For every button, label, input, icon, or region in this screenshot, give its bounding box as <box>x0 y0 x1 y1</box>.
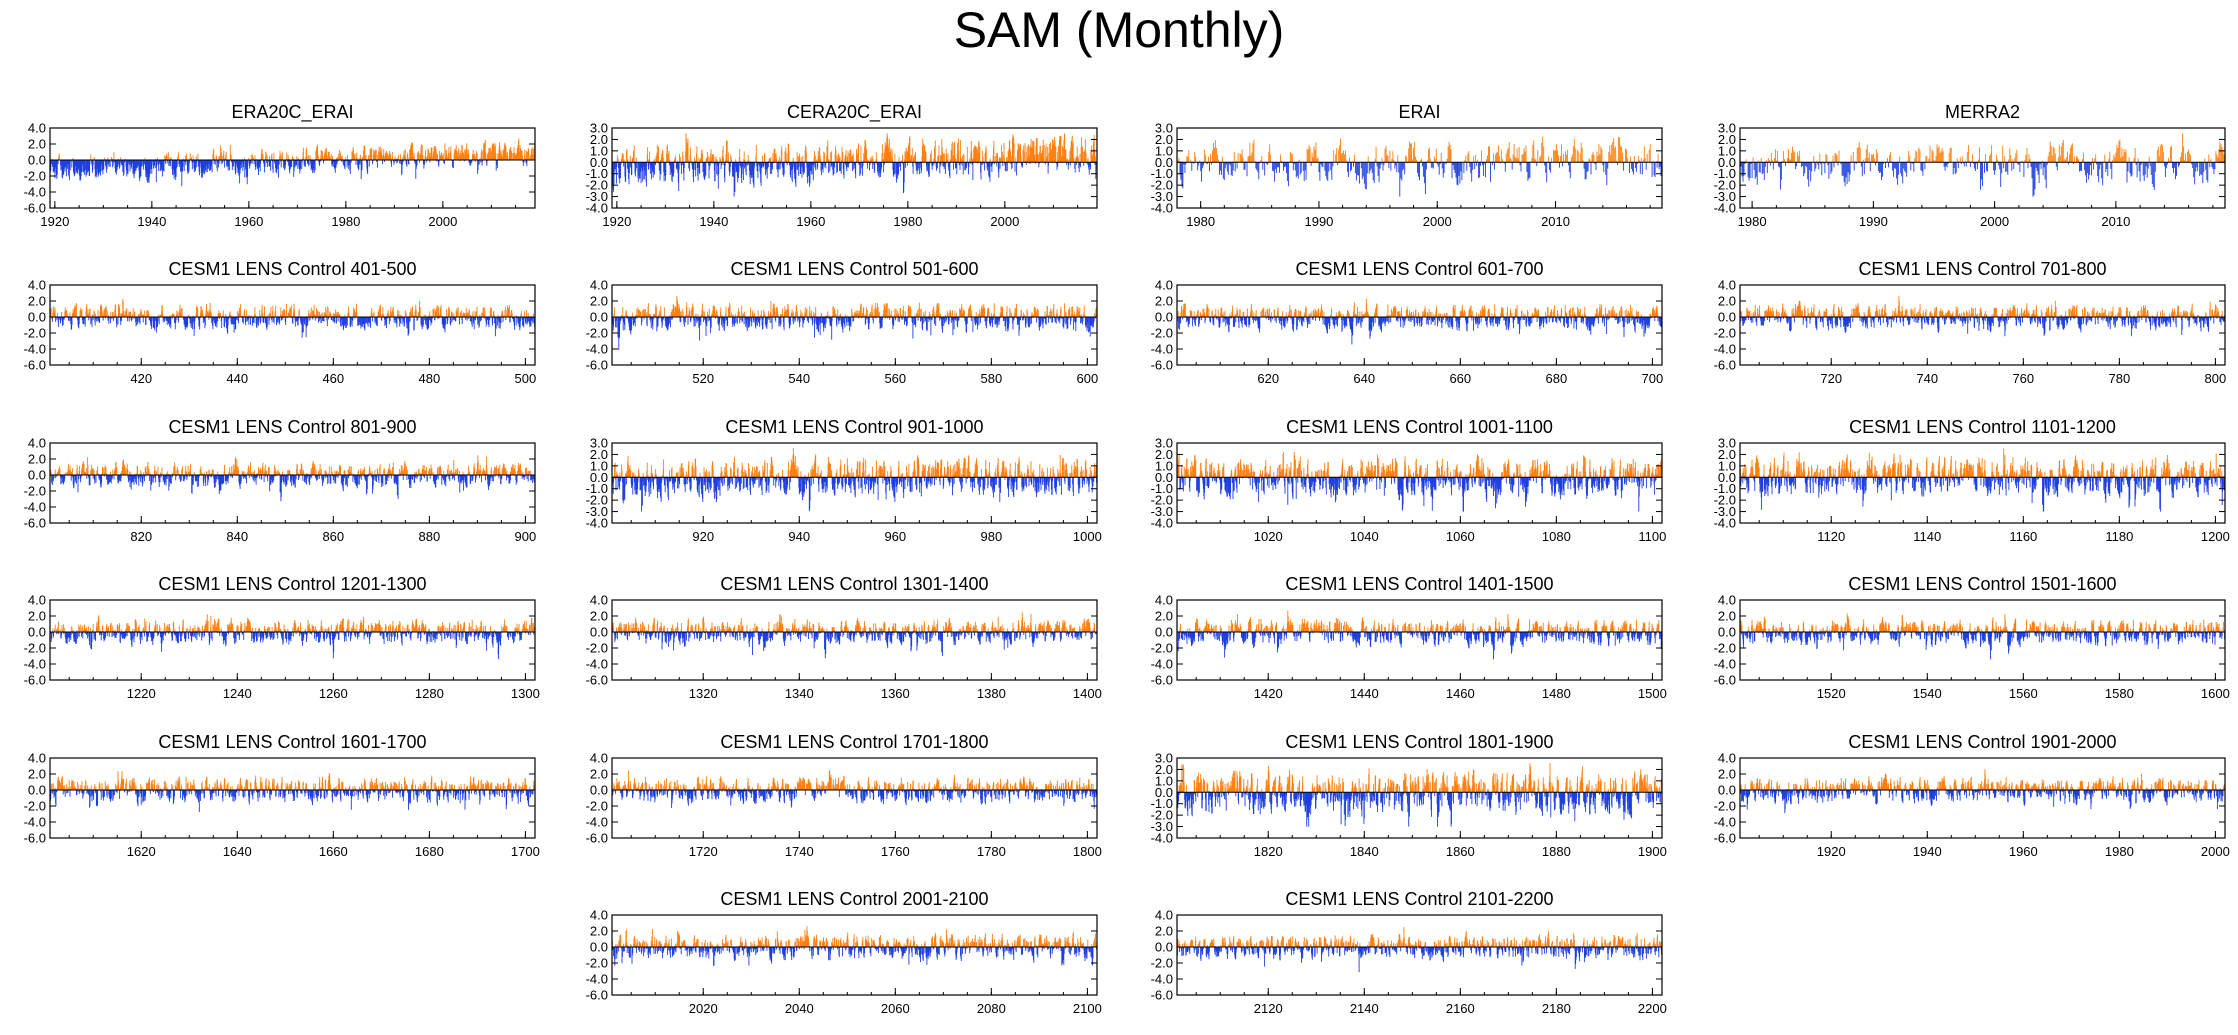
bar-series <box>612 133 1097 197</box>
y-tick-label: 0.0 <box>28 153 46 168</box>
x-tick-label: 500 <box>515 371 537 386</box>
y-tick-label: 4.0 <box>28 278 46 293</box>
x-tick-label: 1990 <box>1304 214 1333 229</box>
x-tick-label: 1980 <box>1186 214 1215 229</box>
chart-panel: CERA20C_ERAI3.02.01.00.0-1.0-2.0-3.0-4.0… <box>586 102 1097 229</box>
x-tick-label: 2000 <box>1980 214 2009 229</box>
y-tick-label: 0.0 <box>28 310 46 325</box>
x-tick-label: 1960 <box>234 214 263 229</box>
x-tick-label: 1980 <box>331 214 360 229</box>
x-tick-label: 2010 <box>1541 214 1570 229</box>
y-tick-label: -4.0 <box>1714 201 1736 216</box>
x-tick-label: 2000 <box>428 214 457 229</box>
x-tick-label: 2000 <box>990 214 1019 229</box>
x-tick-label: 1990 <box>1859 214 1888 229</box>
x-tick-label: 1960 <box>796 214 825 229</box>
bar-series <box>50 299 535 338</box>
panel-title: CERA20C_ERAI <box>787 102 922 123</box>
y-tick-label: 4.0 <box>28 121 46 136</box>
x-tick-label: 2000 <box>1423 214 1452 229</box>
y-tick-label: 2.0 <box>28 137 46 152</box>
y-tick-label: -2.0 <box>24 326 46 341</box>
y-tick-label: -6.0 <box>24 358 46 373</box>
x-tick-label: 1920 <box>40 214 69 229</box>
x-tick-label: 440 <box>226 371 248 386</box>
y-tick-label: 2.0 <box>28 294 46 309</box>
chart-panel: CESM1 LENS Control 501-6004.02.00.0-2.0-… <box>586 259 1099 386</box>
panel-title: MERRA2 <box>1945 102 2020 122</box>
x-tick-label: 460 <box>322 371 344 386</box>
chart-panel: CESM1 LENS Control 401-5004.02.00.0-2.0-… <box>24 259 537 386</box>
panel-title: CESM1 LENS Control 501-600 <box>730 259 978 279</box>
bar-series <box>1740 133 2224 197</box>
x-tick-label: 1940 <box>699 214 728 229</box>
x-tick-label: 480 <box>419 371 441 386</box>
y-tick-label: -2.0 <box>24 169 46 184</box>
x-tick-label: 2010 <box>2101 214 2130 229</box>
bar-series <box>50 139 535 187</box>
x-tick-label: 1940 <box>137 214 166 229</box>
y-tick-label: -4.0 <box>24 342 46 357</box>
x-tick-label: 1980 <box>1738 214 1767 229</box>
bar-series <box>1177 137 1661 197</box>
x-tick-label: 1980 <box>893 214 922 229</box>
panel-title: ERAI <box>1398 102 1440 122</box>
plot-frame <box>50 285 535 365</box>
x-tick-label: 1920 <box>602 214 631 229</box>
panel-title: CESM1 LENS Control 401-500 <box>168 259 416 279</box>
panel-title: ERA20C_ERAI <box>231 102 353 123</box>
y-tick-label: -4.0 <box>1151 201 1173 216</box>
x-tick-label: 420 <box>130 371 152 386</box>
bar-series <box>612 296 1097 350</box>
y-tick-label: -4.0 <box>24 185 46 200</box>
